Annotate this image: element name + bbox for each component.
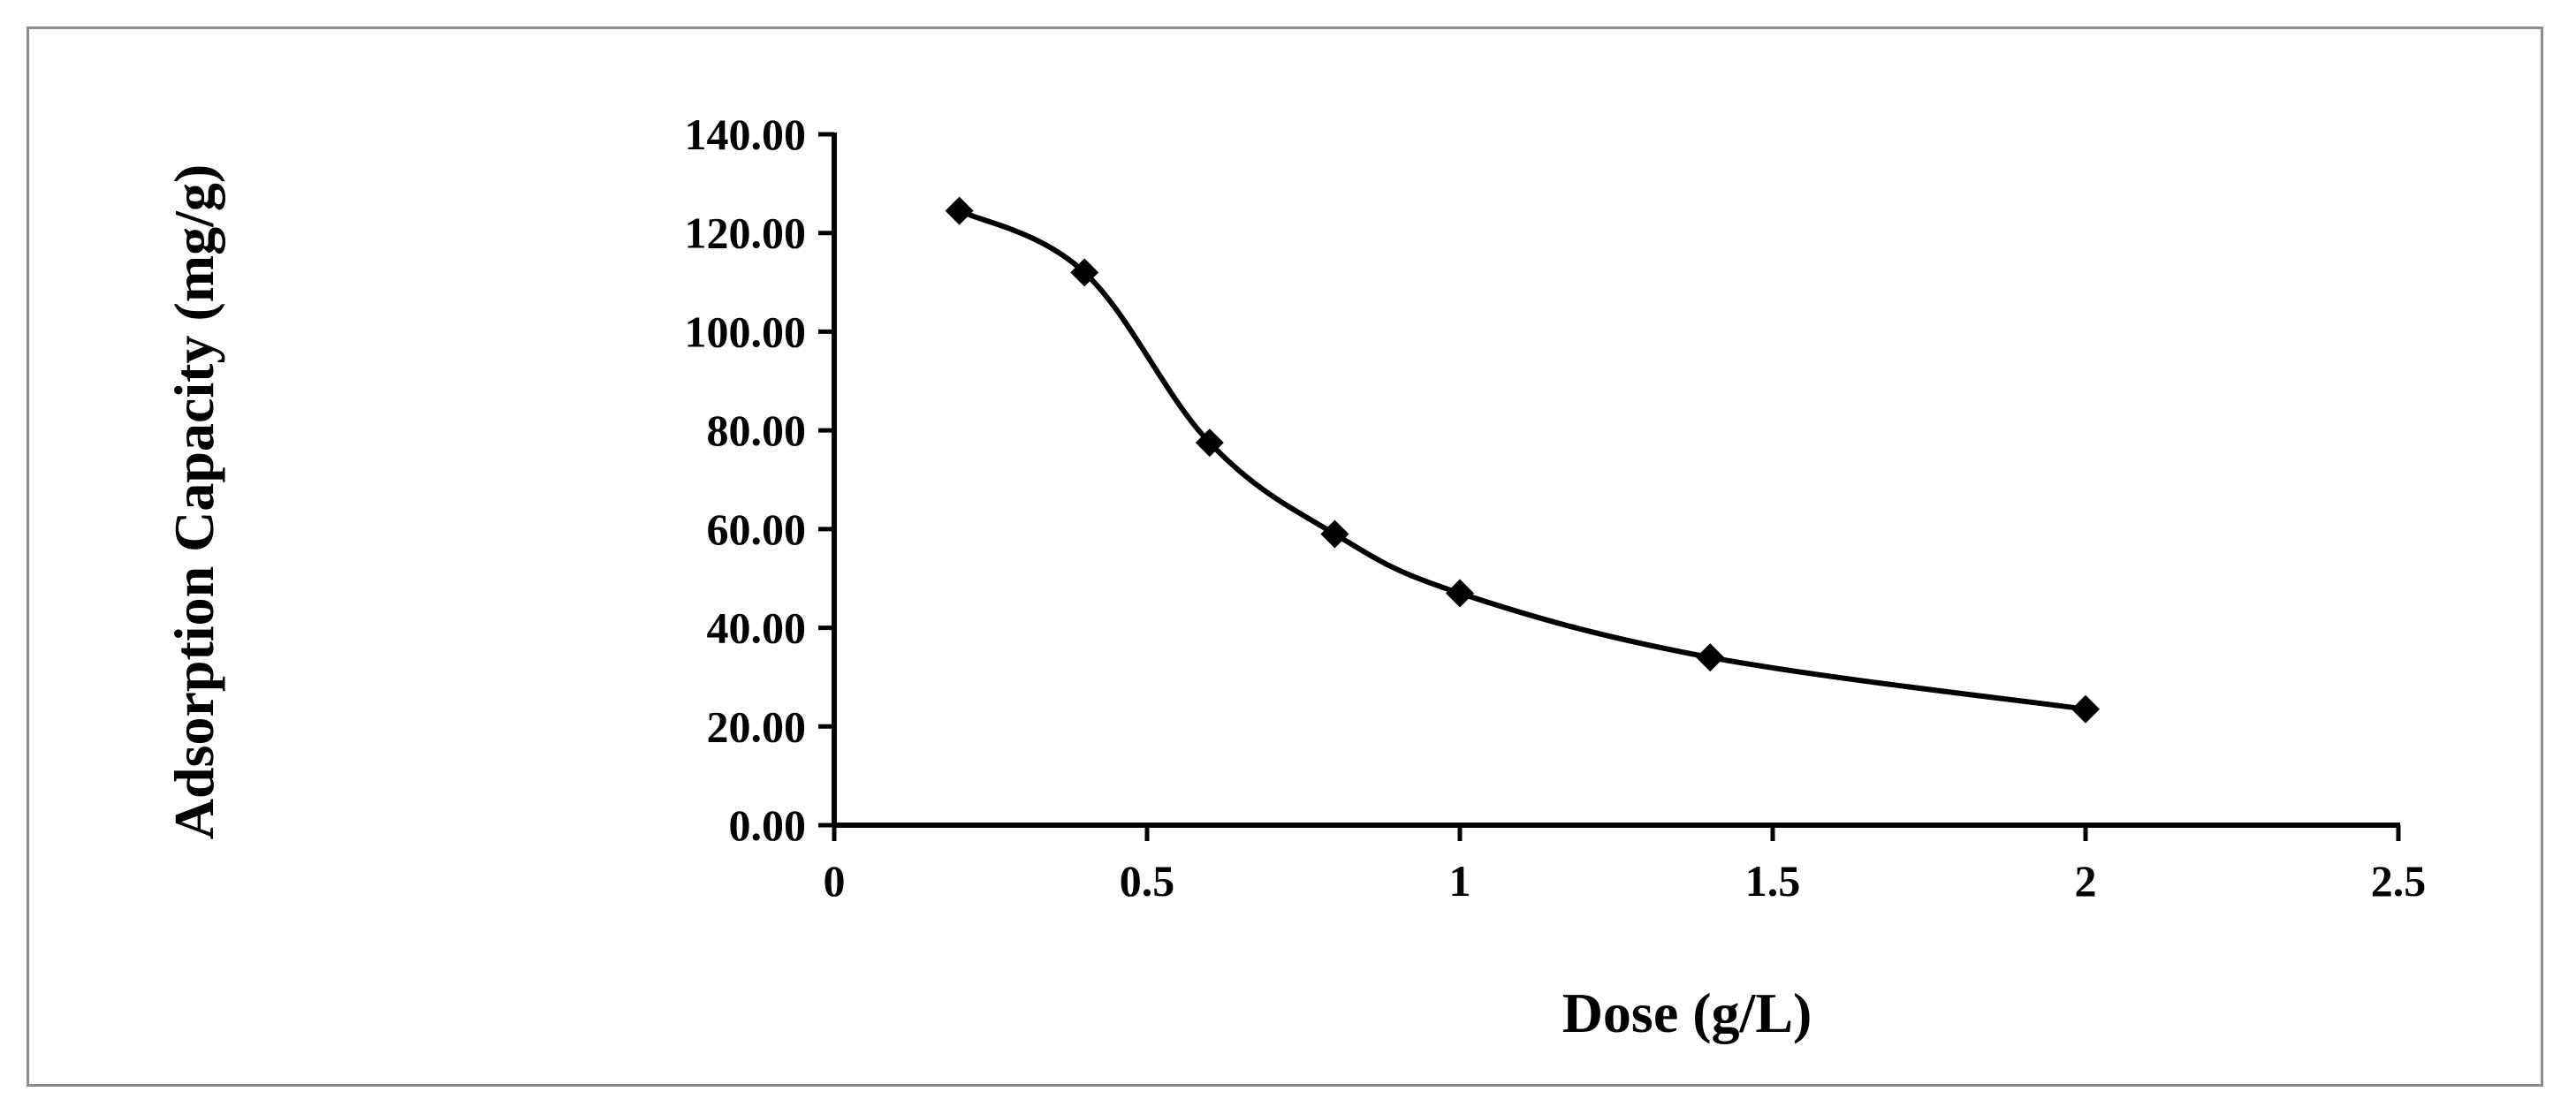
data-point-marker	[2071, 694, 2100, 724]
data-point-marker	[945, 196, 974, 225]
data-point-marker	[1070, 258, 1099, 287]
x-tick-label: 0	[824, 856, 846, 906]
x-tick-label: 1	[1449, 856, 1471, 906]
x-ticks: 0 0.5 1 1.5 2 2.5	[824, 825, 2427, 906]
y-tick-label: 80.00	[707, 406, 807, 455]
x-axis-title: Dose (g/L)	[1562, 982, 1812, 1044]
data-point-marker	[1696, 643, 1725, 672]
y-tick-label: 40.00	[707, 603, 807, 653]
series	[945, 196, 2100, 724]
data-point-marker	[1446, 579, 1474, 608]
series-line	[956, 208, 2088, 712]
y-tick-label: 20.00	[707, 701, 807, 751]
data-point-marker	[1320, 519, 1349, 549]
y-axis-title-group: Adsorption Capacity (mg/g)	[163, 164, 225, 839]
y-tick-label: 60.00	[707, 504, 807, 554]
x-tick-label: 1.5	[1745, 856, 1801, 906]
x-tick-label: 2.5	[2371, 856, 2427, 906]
y-axis-title: Adsorption Capacity (mg/g)	[163, 164, 225, 839]
y-tick-label: 120.00	[685, 209, 807, 258]
y-tick-label: 100.00	[685, 307, 807, 356]
y-tick-label: 0.00	[729, 800, 807, 850]
y-ticks: 0.00 20.00 40.00 60.00 80.00 100.00 120.00 140.…	[685, 110, 834, 850]
data-point-marker	[1195, 428, 1224, 458]
x-tick-label: 0.5	[1120, 856, 1175, 906]
axes	[832, 133, 2400, 828]
x-tick-label: 2	[2075, 856, 2097, 906]
y-tick-label: 140.00	[685, 110, 807, 159]
